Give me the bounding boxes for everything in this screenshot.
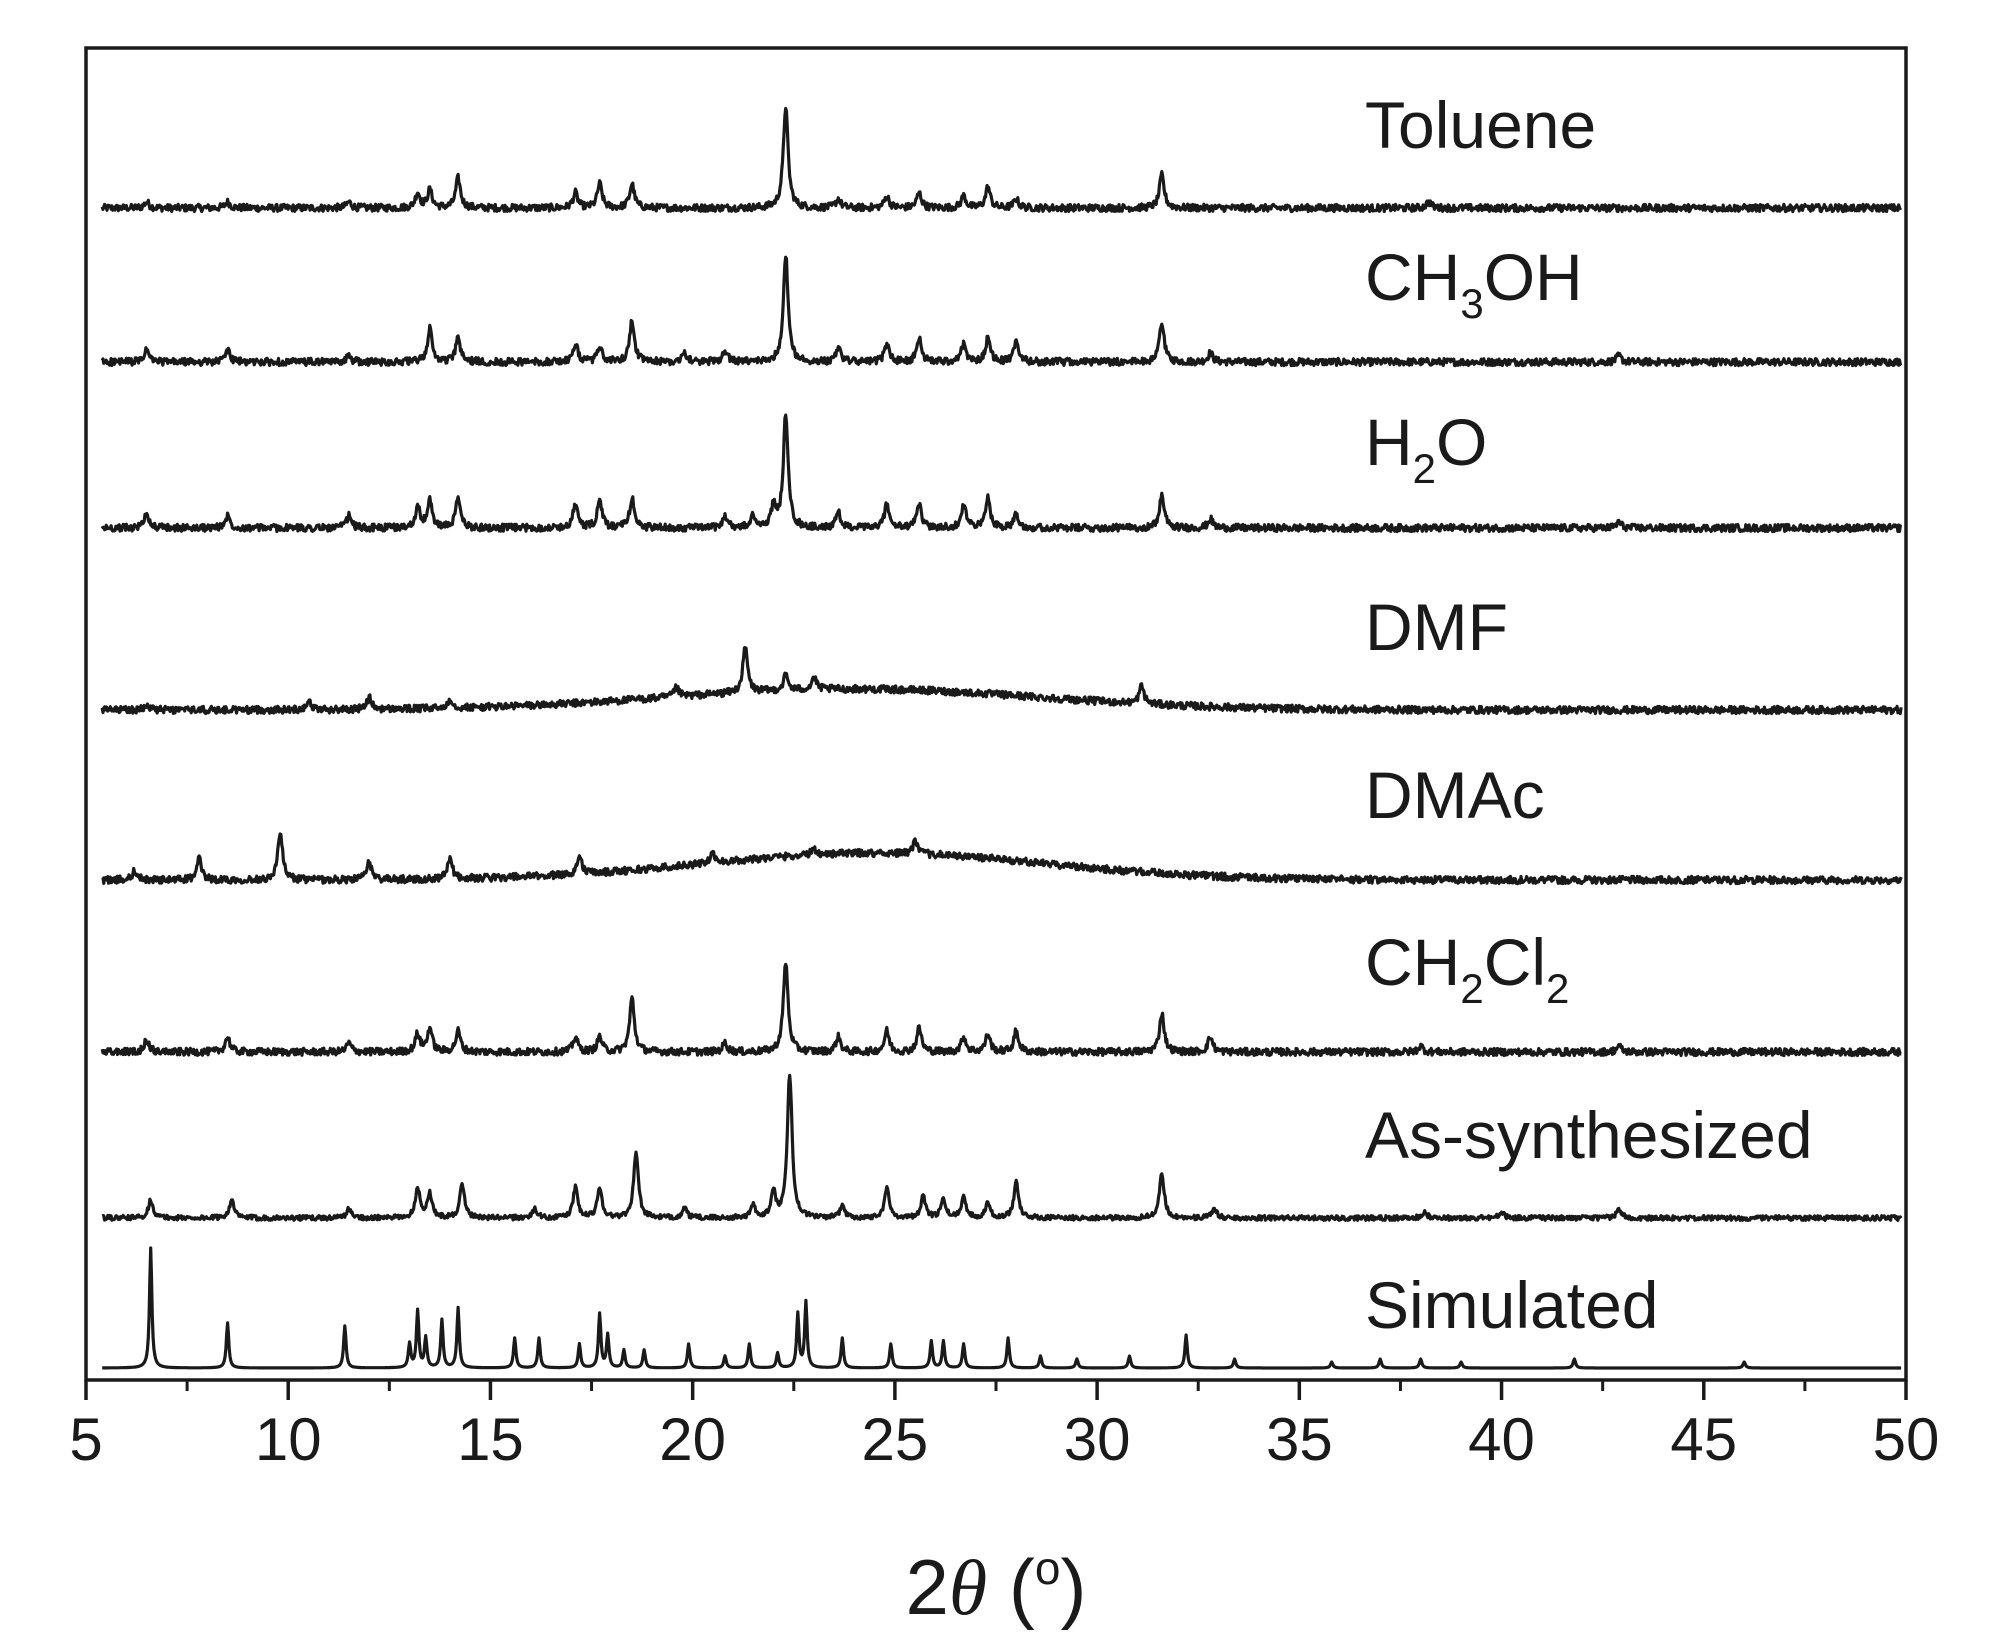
series-label-1: CH3OH xyxy=(1365,240,1583,327)
series-label-5-part-3: 2 xyxy=(1546,965,1569,1012)
series-label-1-part-0: CH xyxy=(1365,240,1460,314)
x-tick-label-3: 20 xyxy=(659,1406,726,1473)
x-axis-label-prefix: 2 xyxy=(906,1543,949,1631)
series-label-5-part-2: Cl xyxy=(1484,925,1546,999)
x-tick-label-6: 35 xyxy=(1266,1406,1333,1473)
series-label-5-part-0: CH xyxy=(1365,925,1460,999)
x-axis-label-degree: o xyxy=(1035,1542,1061,1594)
x-tick-label-9: 50 xyxy=(1873,1406,1940,1473)
series-label-5-part-1: 2 xyxy=(1460,965,1483,1012)
series-label-0: Toluene xyxy=(1365,88,1596,162)
series-label-4: DMAc xyxy=(1365,758,1545,832)
series-label-6-part-0: As-synthesized xyxy=(1365,1098,1813,1172)
series-label-6: As-synthesized xyxy=(1365,1098,1813,1172)
series-label-1-part-2: OH xyxy=(1484,240,1583,314)
x-axis-label: 2θ (o) xyxy=(906,1542,1087,1631)
series-label-1-part-1: 3 xyxy=(1460,280,1483,327)
series-label-3-part-0: DMF xyxy=(1365,590,1508,664)
series-label-4-part-0: DMAc xyxy=(1365,758,1545,832)
x-tick-label-5: 30 xyxy=(1064,1406,1131,1473)
series-line-2 xyxy=(100,413,1903,534)
x-tick-label-2: 15 xyxy=(457,1406,524,1473)
x-tick-label-8: 45 xyxy=(1670,1406,1737,1473)
series-label-2-part-2: O xyxy=(1436,405,1487,479)
series-label-2-part-0: H xyxy=(1365,405,1413,479)
x-tick-label-0: 5 xyxy=(69,1406,102,1473)
series-label-7: Simulated xyxy=(1365,1268,1659,1342)
series-label-2-part-1: 2 xyxy=(1413,445,1436,492)
series-label-5: CH2Cl2 xyxy=(1365,925,1569,1012)
series-line-6 xyxy=(101,1073,1903,1222)
series-traces xyxy=(100,106,1903,1370)
series-line-5 xyxy=(100,962,1902,1058)
x-tick-label-1: 10 xyxy=(255,1406,322,1473)
x-tick-label-4: 25 xyxy=(862,1406,929,1473)
series-labels: TolueneCH3OHH2ODMFDMAcCH2Cl2As-synthesiz… xyxy=(1365,88,1813,1342)
series-label-3: DMF xyxy=(1365,590,1508,664)
x-axis-ticks xyxy=(84,1380,1908,1400)
series-line-1 xyxy=(100,255,1903,368)
series-line-3 xyxy=(100,646,1903,716)
series-line-4 xyxy=(101,832,1903,886)
series-label-0-part-0: Toluene xyxy=(1365,88,1596,162)
x-axis-label-unit-open: ( xyxy=(987,1543,1035,1631)
series-line-0 xyxy=(100,106,1903,214)
series-line-7 xyxy=(101,1246,1902,1370)
series-label-7-part-0: Simulated xyxy=(1365,1268,1659,1342)
series-label-2: H2O xyxy=(1365,405,1487,492)
x-tick-label-7: 40 xyxy=(1468,1406,1535,1473)
x-axis-label-theta: θ xyxy=(949,1544,987,1631)
x-axis-label-unit-close: ) xyxy=(1060,1543,1086,1631)
x-axis-tick-labels: 5 10 15 20 25 30 35 40 45 50 xyxy=(69,1406,1939,1473)
